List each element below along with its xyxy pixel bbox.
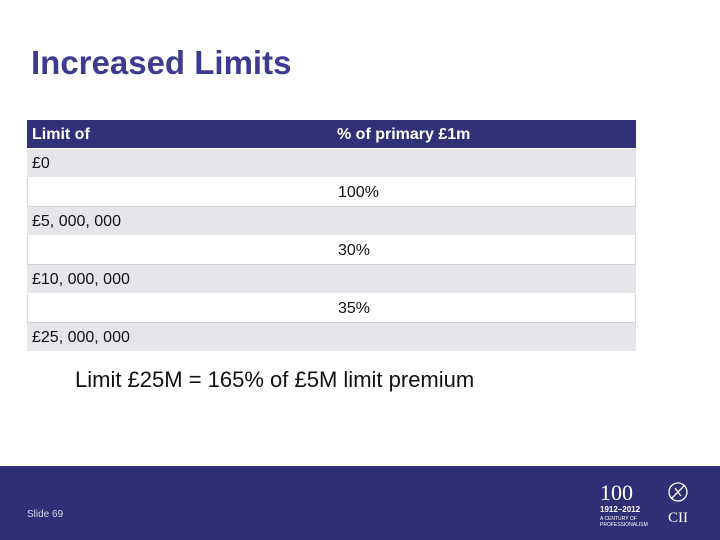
limit-cell: £25, 000, 000 xyxy=(32,329,130,346)
table-row: £10, 000, 000 xyxy=(27,265,636,294)
slide-title: Increased Limits xyxy=(31,44,292,81)
limit-cell: £10, 000, 000 xyxy=(32,271,130,288)
cii-centenary-logo: 100 1912–2012 A CENTURY OF PROFESSIONALI… xyxy=(600,480,688,528)
header-limit-of: Limit of xyxy=(32,126,90,143)
slide-number: Slide 69 xyxy=(27,509,64,520)
footer-bar: Slide 69 100 1912–2012 A CENTURY OF PROF… xyxy=(0,466,720,540)
premium-note: Limit £25M = 165% of £5M limit premium xyxy=(75,367,475,392)
table-row: 100% xyxy=(27,178,636,207)
centenary-mark: 100 xyxy=(600,480,633,505)
percent-cell: 35% xyxy=(338,300,371,317)
limit-cell: £5, 000, 000 xyxy=(32,213,121,230)
logo-years: 1912–2012 xyxy=(600,505,641,514)
table-row: 35% xyxy=(27,294,636,323)
crest-icon xyxy=(668,482,688,502)
table-header-row: Limit of % of primary £1m xyxy=(27,120,636,149)
table-row: £5, 000, 000 xyxy=(27,207,636,236)
header-percent-primary: % of primary £1m xyxy=(337,126,471,143)
limit-cell: £0 xyxy=(32,155,50,172)
logo-tagline-1: A CENTURY OF xyxy=(600,516,637,522)
table-row: £25, 000, 000 xyxy=(27,323,636,352)
limits-table: Limit of % of primary £1m £0 100% £5, 00… xyxy=(27,120,636,352)
percent-cell: 100% xyxy=(338,184,379,201)
percent-cell: 30% xyxy=(338,242,371,259)
logo-tagline-2: PROFESSIONALISM xyxy=(600,522,648,528)
table-row: £0 xyxy=(27,149,636,178)
logo-org: CII xyxy=(668,510,688,526)
table-row: 30% xyxy=(27,236,636,265)
